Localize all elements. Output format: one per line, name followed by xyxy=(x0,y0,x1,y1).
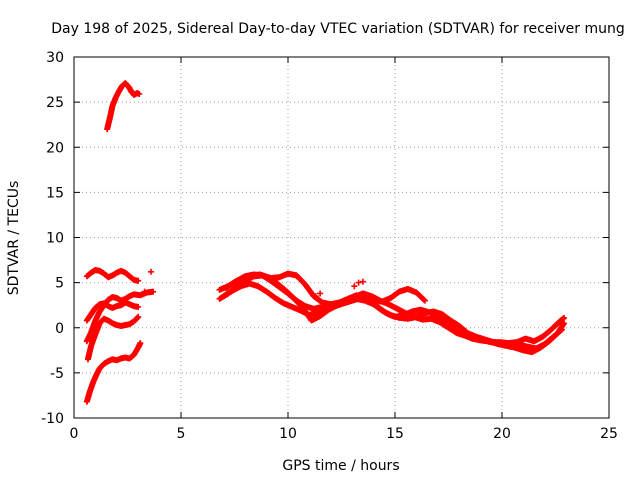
data-point xyxy=(421,297,428,304)
data-point xyxy=(137,340,144,347)
series-arc-high xyxy=(104,80,143,133)
y-tick-label: 5 xyxy=(55,276,64,292)
series-arc-c xyxy=(83,288,157,345)
data-points xyxy=(83,80,568,405)
x-tick-label: 15 xyxy=(386,426,404,442)
y-tick-label: 10 xyxy=(46,231,64,247)
x-tick-label: 25 xyxy=(600,426,618,442)
y-tick-label: -10 xyxy=(41,411,64,427)
data-point xyxy=(359,278,366,285)
data-point xyxy=(312,293,319,300)
x-tick-label: 5 xyxy=(177,426,186,442)
series-iso-1 xyxy=(141,268,155,295)
y-axis-label: SDTVAR / TECUs xyxy=(6,181,22,296)
x-tick-label: 20 xyxy=(493,426,511,442)
x-axis-label: GPS time / hours xyxy=(282,458,399,474)
x-tick-label: 0 xyxy=(70,426,79,442)
x-tick-label: 10 xyxy=(279,426,297,442)
series-arc-e xyxy=(83,340,144,405)
data-point xyxy=(561,320,568,327)
y-tick-label: 20 xyxy=(46,140,64,156)
data-point xyxy=(136,91,143,98)
data-point xyxy=(148,268,155,275)
data-point xyxy=(351,283,358,290)
data-point xyxy=(293,273,300,280)
series-arc-d xyxy=(84,313,142,363)
y-tick-label: 25 xyxy=(46,95,64,111)
series-arc-a xyxy=(83,266,142,284)
data-point xyxy=(135,303,142,310)
y-tick-label: 30 xyxy=(46,50,64,66)
axis-ticks: 0 5 10 15 20 25 -10 -5 0 5 10 15 20 25 30 xyxy=(41,50,618,442)
data-point xyxy=(317,290,324,297)
series-cluster-4 xyxy=(222,271,568,347)
data-point xyxy=(135,277,142,284)
data-point xyxy=(141,288,148,295)
y-tick-label: -5 xyxy=(50,366,64,382)
data-point xyxy=(150,288,157,295)
series-cluster-2 xyxy=(216,271,565,352)
grid-lines xyxy=(74,57,609,418)
data-point xyxy=(561,314,568,321)
series-iso-2 xyxy=(293,273,366,300)
chart-title: Day 198 of 2025, Sidereal Day-to-day VTE… xyxy=(51,21,625,37)
data-point xyxy=(355,279,362,286)
y-tick-label: 15 xyxy=(46,185,64,201)
data-point xyxy=(421,296,428,303)
data-point xyxy=(135,313,142,320)
y-tick-label: 0 xyxy=(55,321,64,337)
